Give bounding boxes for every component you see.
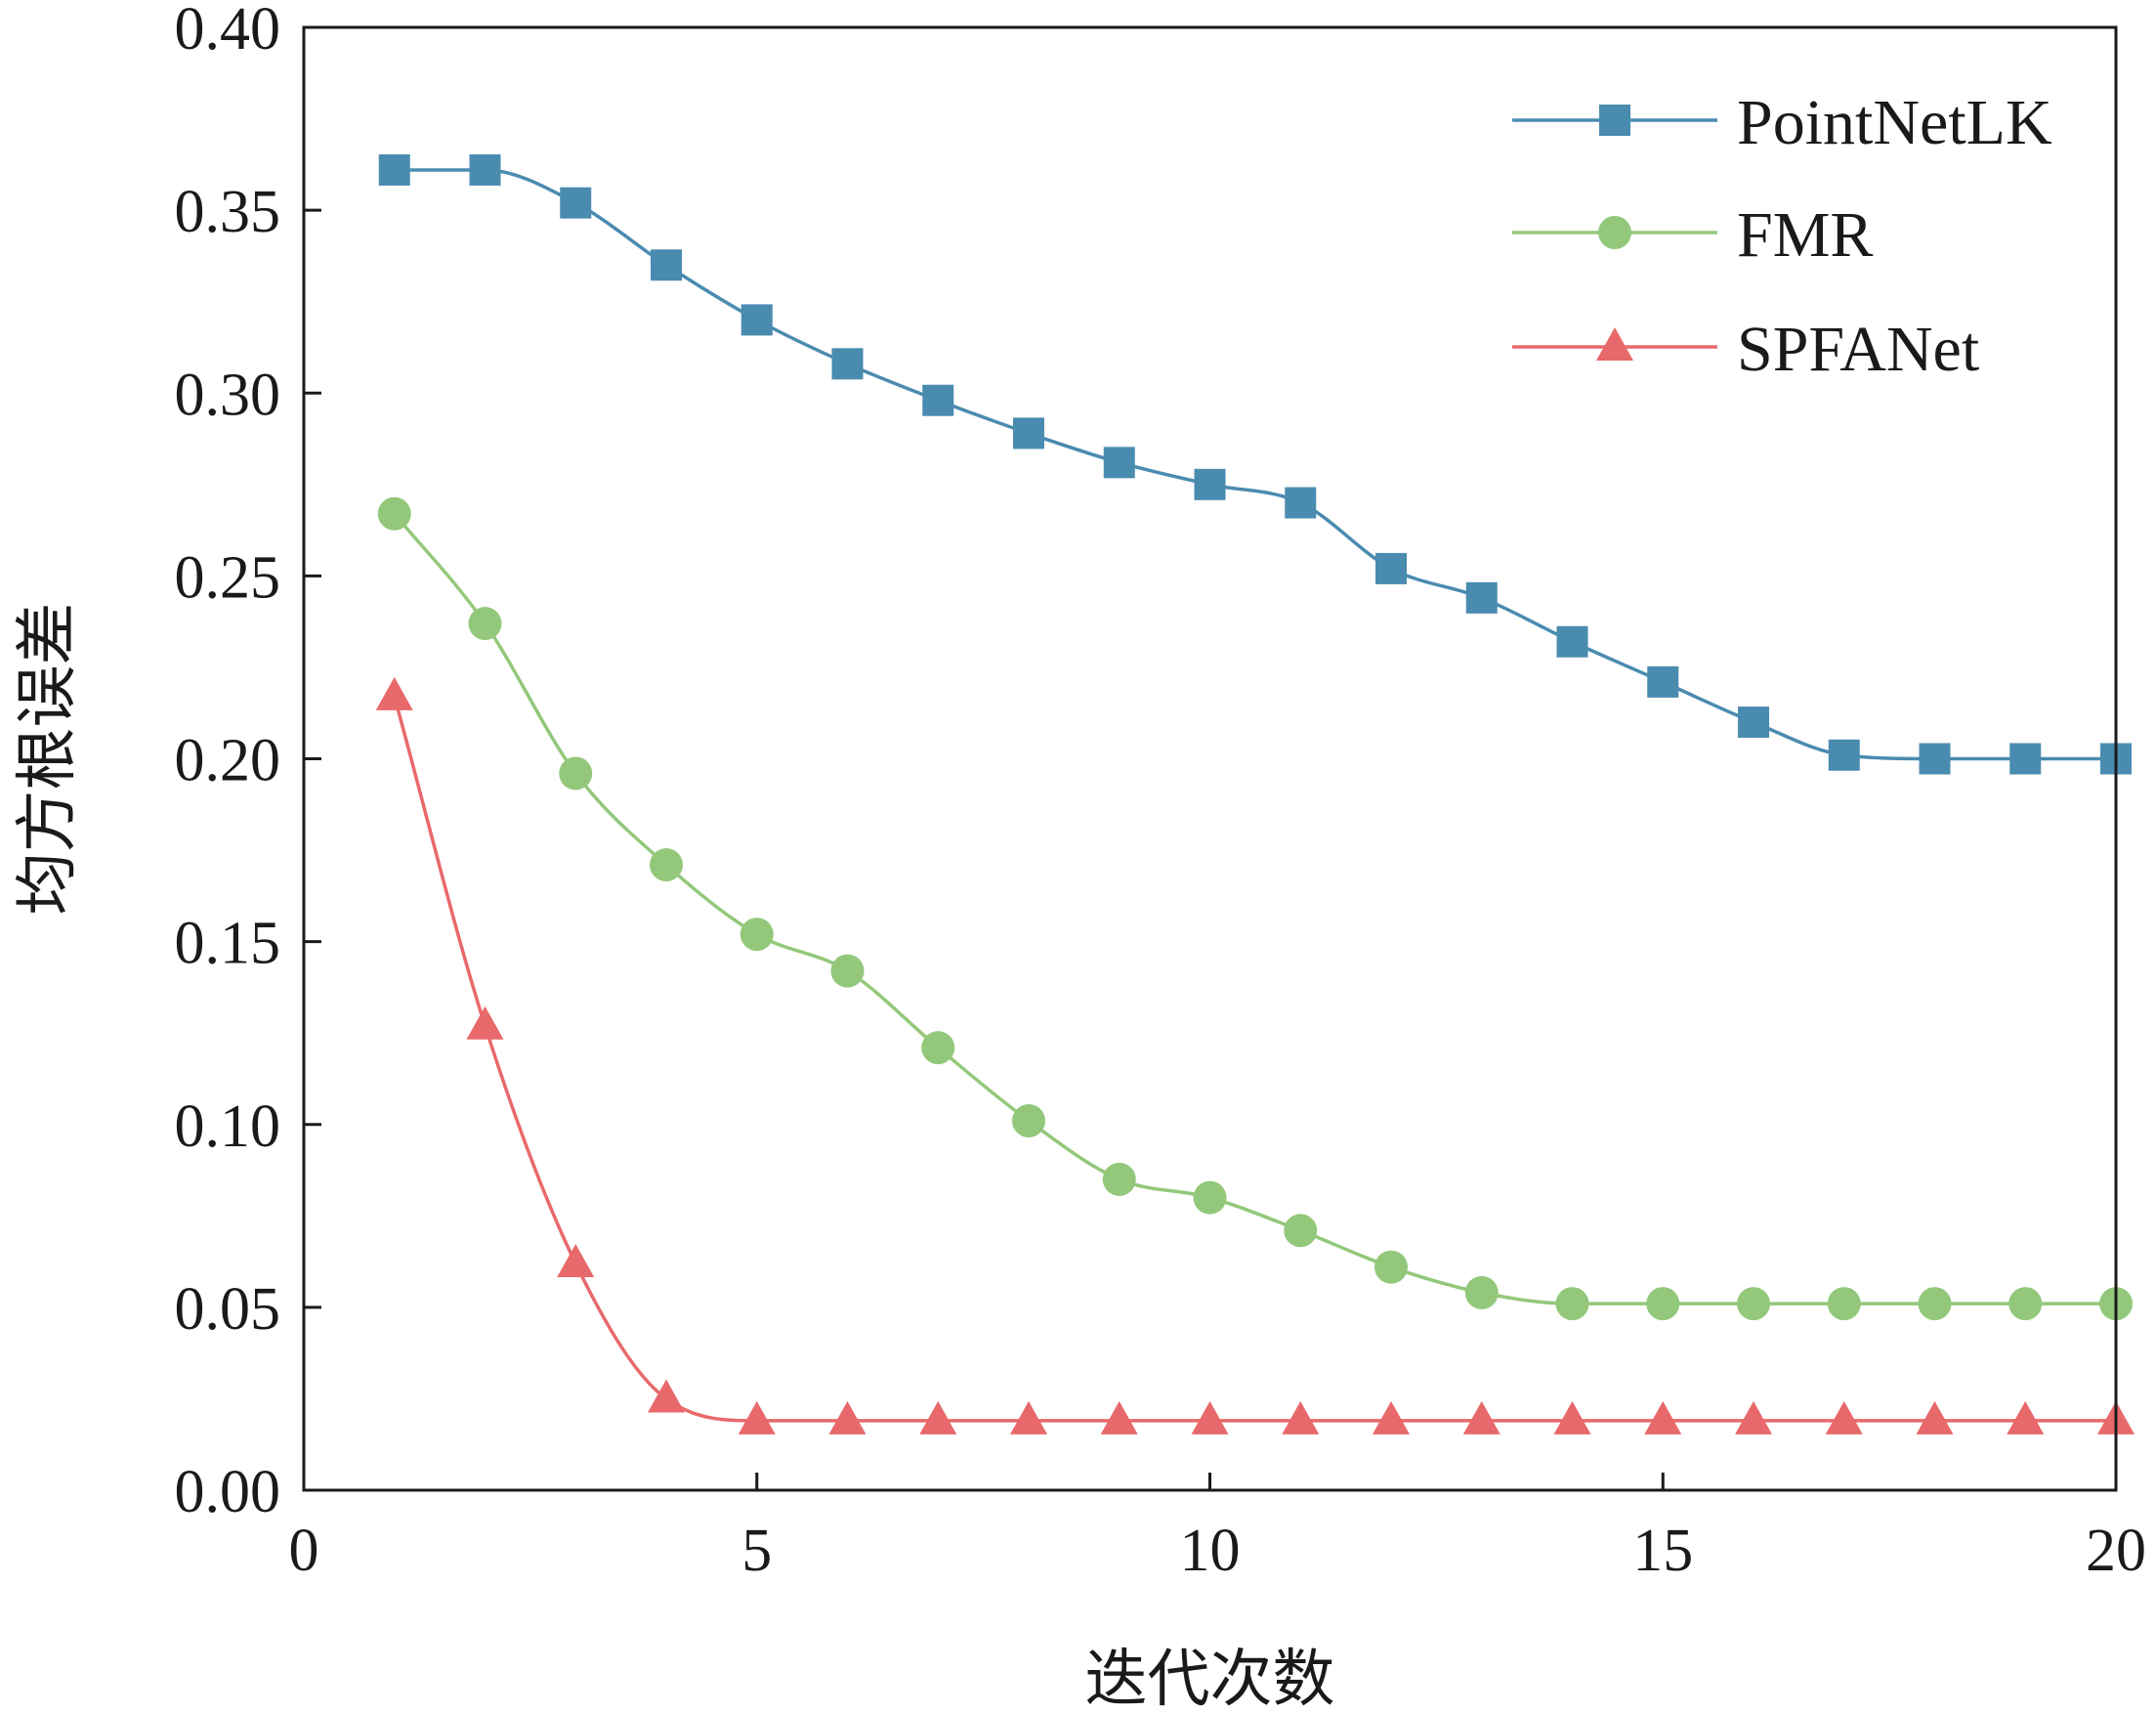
data-point-pointnetlk bbox=[651, 249, 682, 281]
data-point-pointnetlk bbox=[1919, 743, 1951, 775]
y-tick-label: 0.10 bbox=[175, 1093, 281, 1160]
y-tick-label: 0.15 bbox=[175, 911, 281, 977]
legend-marker-fmr bbox=[1598, 216, 1631, 249]
data-point-fmr bbox=[468, 607, 502, 641]
data-point-pointnetlk bbox=[1194, 468, 1226, 500]
series-line-fmr bbox=[393, 512, 2116, 1305]
data-point-pointnetlk bbox=[560, 187, 592, 219]
data-point-spfanet bbox=[1735, 1400, 1772, 1434]
y-tick-label: 0.40 bbox=[175, 0, 281, 63]
legend: PointNetLK FMR SPFANet bbox=[1512, 87, 2052, 385]
data-point-spfanet bbox=[1916, 1400, 1954, 1434]
legend-label-fmr: FMR bbox=[1737, 199, 1873, 271]
legend-label-pointnetlk: PointNetLK bbox=[1737, 87, 2052, 158]
data-point-fmr bbox=[1374, 1250, 1408, 1284]
data-point-spfanet bbox=[1644, 1400, 1682, 1434]
data-point-pointnetlk bbox=[1013, 417, 1044, 449]
x-tick-label: 10 bbox=[1180, 1518, 1241, 1584]
data-point-pointnetlk bbox=[740, 304, 773, 336]
data-point-pointnetlk bbox=[1556, 625, 1588, 658]
axis-ticks: 0.00 0.05 0.10 0.15 0.20 0.25 0.30 0.35 0.40 0 5 10… bbox=[175, 0, 2147, 1584]
x-tick-label: 15 bbox=[1632, 1518, 1693, 1584]
data-point-pointnetlk bbox=[1285, 487, 1317, 519]
data-point-spfanet bbox=[738, 1400, 776, 1434]
data-point-pointnetlk bbox=[1465, 581, 1498, 614]
y-axis-title: 均方根误差 bbox=[12, 603, 84, 916]
data-point-fmr bbox=[1646, 1287, 1680, 1321]
data-point-pointnetlk bbox=[1375, 552, 1407, 584]
data-point-spfanet bbox=[466, 1006, 504, 1040]
x-tick-label: 20 bbox=[2086, 1518, 2146, 1584]
data-point-spfanet bbox=[375, 676, 413, 710]
y-tick-label: 0.00 bbox=[175, 1459, 281, 1525]
data-point-spfanet bbox=[1373, 1400, 1410, 1434]
data-point-fmr bbox=[1827, 1287, 1861, 1321]
data-point-spfanet bbox=[1825, 1400, 1863, 1434]
data-point-spfanet bbox=[919, 1400, 957, 1434]
data-point-fmr bbox=[1102, 1162, 1136, 1196]
data-point-fmr bbox=[921, 1031, 955, 1065]
data-point-pointnetlk bbox=[831, 348, 864, 380]
data-point-pointnetlk bbox=[469, 153, 501, 186]
data-point-fmr bbox=[1193, 1180, 1227, 1215]
data-point-spfanet bbox=[1010, 1400, 1047, 1434]
data-point-fmr bbox=[377, 496, 411, 531]
series-pointnetlk bbox=[378, 153, 2132, 775]
y-tick-label: 0.35 bbox=[175, 179, 281, 245]
data-point-pointnetlk bbox=[922, 384, 954, 416]
y-tick-label: 0.25 bbox=[175, 544, 281, 611]
y-tick-label: 0.05 bbox=[175, 1276, 281, 1343]
x-tick-label: 5 bbox=[741, 1518, 772, 1584]
data-point-pointnetlk bbox=[1738, 706, 1769, 739]
legend-label-spfanet: SPFANet bbox=[1737, 314, 1979, 385]
x-axis-title: 迭代次数 bbox=[1085, 1644, 1335, 1712]
data-point-fmr bbox=[740, 918, 774, 952]
data-point-pointnetlk bbox=[1103, 447, 1135, 479]
data-point-fmr bbox=[830, 954, 865, 988]
data-point-pointnetlk bbox=[2009, 743, 2042, 775]
x-tick-label: 0 bbox=[289, 1518, 319, 1584]
data-point-fmr bbox=[1012, 1104, 1045, 1138]
legend-marker-spfanet bbox=[1596, 327, 1633, 361]
data-point-spfanet bbox=[1462, 1400, 1501, 1434]
plot-frame bbox=[302, 25, 2118, 1492]
data-point-fmr bbox=[2008, 1287, 2043, 1321]
series-layer bbox=[375, 153, 2135, 1434]
data-point-spfanet bbox=[1100, 1400, 1138, 1434]
data-point-pointnetlk bbox=[1647, 665, 1679, 698]
data-point-spfanet bbox=[557, 1243, 595, 1277]
data-point-fmr bbox=[650, 848, 683, 882]
series-fmr bbox=[377, 496, 2133, 1321]
data-point-pointnetlk bbox=[378, 153, 410, 186]
legend-marker-pointnetlk bbox=[1599, 105, 1630, 136]
data-point-spfanet bbox=[648, 1379, 685, 1413]
data-point-spfanet bbox=[2007, 1400, 2045, 1434]
data-point-fmr bbox=[1555, 1287, 1589, 1321]
data-point-spfanet bbox=[1553, 1400, 1591, 1434]
data-point-spfanet bbox=[1282, 1400, 1320, 1434]
data-point-fmr bbox=[559, 756, 593, 791]
y-tick-label: 0.30 bbox=[175, 362, 281, 428]
data-point-spfanet bbox=[828, 1400, 867, 1434]
data-point-fmr bbox=[1918, 1287, 1952, 1321]
data-point-fmr bbox=[1284, 1214, 1318, 1248]
data-point-fmr bbox=[1464, 1275, 1499, 1309]
series-spfanet bbox=[375, 676, 2135, 1434]
data-point-pointnetlk bbox=[1828, 739, 1860, 771]
data-point-fmr bbox=[1737, 1287, 1770, 1321]
data-point-spfanet bbox=[1191, 1400, 1229, 1434]
y-tick-label: 0.20 bbox=[175, 728, 281, 794]
